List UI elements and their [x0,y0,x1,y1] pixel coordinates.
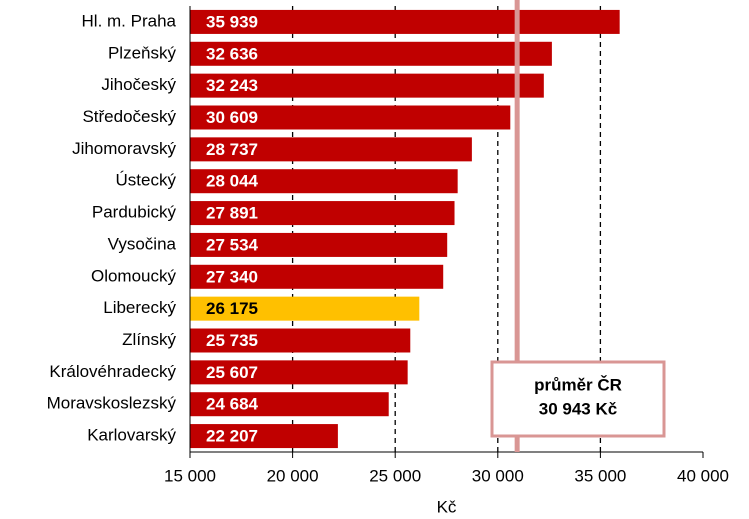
bar [190,232,448,257]
category-label: Jihomoravský [72,139,176,158]
category-label: Liberecký [103,298,176,317]
value-label: 35 939 [206,12,258,31]
value-label: 24 684 [206,395,259,414]
bar [190,264,444,289]
value-label: 25 735 [206,331,258,350]
x-tick-label: 25 000 [369,466,421,485]
value-label: 25 607 [206,363,258,382]
bar [190,296,420,321]
bar [190,73,544,98]
category-label: Plzeňský [108,43,177,62]
annotation-text: průměr ČR [534,375,622,394]
category-label: Zlínský [122,330,176,349]
category-label: Moravskoslezský [47,394,177,413]
bar [190,169,458,194]
category-label: Jihočeský [101,75,176,94]
category-label: Královéhradecký [49,362,176,381]
category-label: Vysočina [108,234,177,253]
bar [190,41,552,66]
annotation-box [490,360,666,438]
value-label: 26 175 [206,299,258,318]
value-label: 22 207 [206,427,258,446]
bar [190,392,389,417]
value-label: 28 737 [206,140,258,159]
category-label: Olomoucký [91,266,177,285]
bar [190,328,411,353]
category-label: Středočeský [82,107,176,126]
category-label: Ústecký [116,171,177,190]
bar [190,9,620,34]
value-label: 32 243 [206,76,258,95]
x-tick-label: 15 000 [164,466,216,485]
bar [190,105,511,130]
bar [190,360,408,385]
x-tick-label: 35 000 [574,466,626,485]
annotation-text: 30 943 Kč [539,399,617,418]
bar [190,137,472,162]
category-label: Hl. m. Praha [82,11,177,30]
x-axis-label: Kč [437,497,457,516]
bar [190,201,455,226]
category-label: Pardubický [92,203,177,222]
bar [190,424,338,449]
value-label: 30 609 [206,108,258,127]
value-label: 27 340 [206,267,258,286]
value-label: 27 534 [206,235,259,254]
value-label: 28 044 [206,172,259,191]
category-label: Karlovarský [87,426,176,445]
value-label: 32 636 [206,44,258,63]
x-tick-label: 30 000 [472,466,524,485]
x-tick-label: 20 000 [267,466,319,485]
x-tick-label: 40 000 [677,466,729,485]
value-label: 27 891 [206,204,258,223]
